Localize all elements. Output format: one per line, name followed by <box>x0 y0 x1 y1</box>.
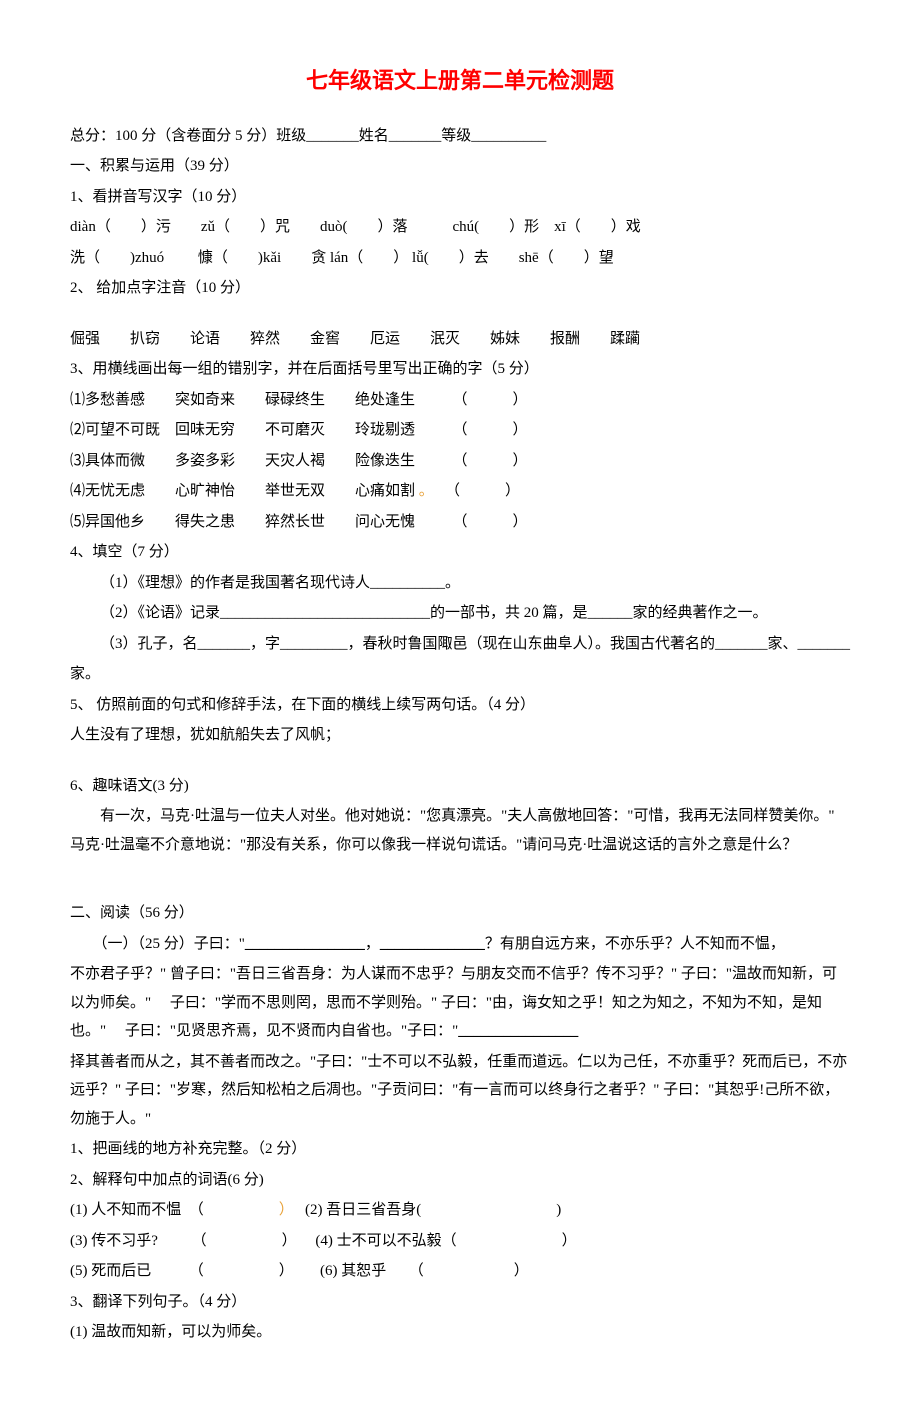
q3-item-3: ⑶具体而微 多姿多彩 天灾人褐 险像迭生 （ ） <box>70 447 850 476</box>
spacer <box>70 861 850 897</box>
section1-heading: 一、积累与运用（39 分） <box>70 152 850 181</box>
s2-q2-1a: (1) 人不知而不愠 （ <box>70 1202 279 1218</box>
p1-rest: ？有朋自远方来，不亦乐乎？人不知而不愠， <box>485 936 785 952</box>
q4-item-1: （1）《理想》的作者是我国著名现代诗人__________。 <box>70 569 850 598</box>
q5-heading: 5、 仿照前面的句式和修辞手法，在下面的横线上续写两句话。（4 分） <box>70 691 850 720</box>
section2-heading: 二、阅读（56 分） <box>70 899 850 928</box>
passage-line1: （一）（25 分）子曰："________________，__________… <box>70 930 850 959</box>
q3-item-2: ⑵可望不可既 回味无穷 不可磨灭 玲珑剔透 （ ） <box>70 416 850 445</box>
passage-line2: 不亦君子乎？" 曾子曰："吾日三省吾身：为人谋而不忠乎？与朋友交而不信乎？传不习… <box>70 960 850 1046</box>
q4-item-3: （3）孔子，名_______，字_________，春秋时鲁国陬邑（现在山东曲阜… <box>70 630 850 659</box>
s2-q2-item-1: (1) 人不知而不愠 （ ） (2) 吾日三省吾身( ) <box>70 1196 850 1225</box>
score-header: 总分：100 分（含卷面分 5 分）班级_______姓名_______等级__… <box>70 122 850 151</box>
s2-q2-item-3: (5) 死而后已 （ ） (6) 其恕乎 （ ） <box>70 1257 850 1286</box>
q3-item-4-paren: （ ） <box>426 483 520 499</box>
q4-tail: 家。 <box>70 660 850 689</box>
q3-item-4: ⑷无忧无虑 心旷神怡 举世无双 心痛如割 。 （ ） <box>70 477 850 506</box>
q4-heading: 4、填空（7 分） <box>70 538 850 567</box>
s2-q2-heading: 2、解释句中加点的词语(6 分) <box>70 1166 850 1195</box>
p1-blank1: ________________ <box>245 936 365 952</box>
passage-line3: 择其善者而从之，其不善者而改之。"子曰："士不可以不弘毅，任重而道远。仁以为己任… <box>70 1048 850 1134</box>
s2-q2-1b: (2) 吾日三省吾身( ) <box>286 1202 561 1218</box>
p2-text: 不亦君子乎？" 曾子曰："吾日三省吾身：为人谋而不忠乎？与朋友交而不信乎？传不习… <box>70 966 837 1039</box>
q3-item-5: ⑸异国他乡 得失之患 猝然长世 问心无愧 （ ） <box>70 508 850 537</box>
q2-heading: 2、 给加点字注音（10 分） <box>70 274 850 303</box>
s2-q2-item-2: (3) 传不习乎? （ ） (4) 士不可以不弘毅（ ） <box>70 1227 850 1256</box>
s2-q1: 1、把画线的地方补充完整。（2 分） <box>70 1135 850 1164</box>
p1-mid: ， <box>365 936 380 952</box>
p1-blank2: ______________ <box>380 936 485 952</box>
q3-heading: 3、用横线画出每一组的错别字，并在后面括号里写出正确的字（5 分） <box>70 355 850 384</box>
q3-item-4-text: ⑷无忧无虑 心旷神怡 举世无双 心痛如割 <box>70 483 419 499</box>
q5-line: 人生没有了理想，犹如航船失去了风帆； <box>70 721 850 750</box>
p2-blank: ________________ <box>458 1023 578 1039</box>
q1-line2: 洗（ )zhuó 慷（ )kǎi 贪 lán（ ） lǚ( ）去 shē（ ）望 <box>70 244 850 273</box>
s2-q3-heading: 3、翻译下列句子。（4 分） <box>70 1288 850 1317</box>
q2-words: 倔强 扒窃 论语 猝然 金窖 厄运 泯灭 姊妹 报酬 蹂躏 <box>70 325 850 354</box>
exam-title: 七年级语文上册第二单元检测题 <box>70 60 850 102</box>
q4-item-2: （2）《论语》记录____________________________的一部… <box>70 599 850 628</box>
q1-line1: diàn（ ）污 zǔ（ ）咒 duò( ）落 chú( ）形 xī（ ）戏 <box>70 213 850 242</box>
q3-item-1: ⑴多愁善感 突如奇来 碌碌终生 绝处逢生 （ ） <box>70 386 850 415</box>
p1-lead: （一）（25 分）子曰：" <box>70 936 245 952</box>
spacer <box>70 305 850 323</box>
s2-q3-item: (1) 温故而知新，可以为师矣。 <box>70 1318 850 1347</box>
spacer <box>70 752 850 770</box>
q1-heading: 1、看拼音写汉字（10 分） <box>70 183 850 212</box>
q6-body: 有一次，马克·吐温与一位夫人对坐。他对她说："您真漂亮。"夫人高傲地回答："可惜… <box>70 802 850 859</box>
q6-heading: 6、趣味语文(3 分) <box>70 772 850 801</box>
